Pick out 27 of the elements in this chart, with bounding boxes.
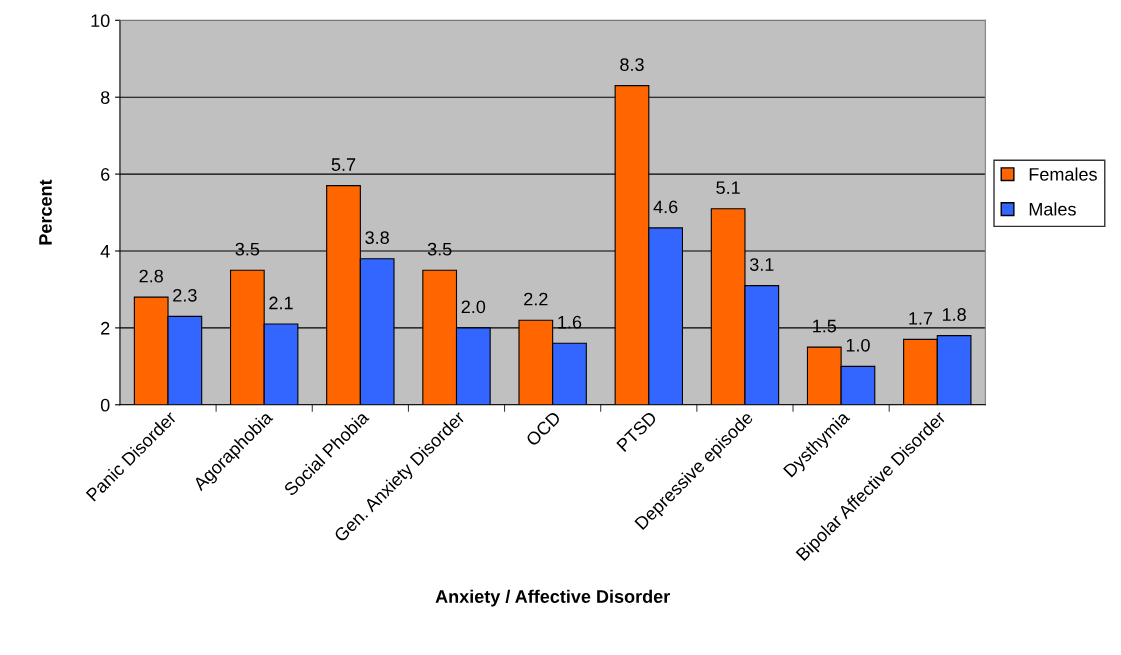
- data-label: 3.5: [427, 242, 452, 256]
- data-label: 5.7: [331, 158, 356, 171]
- y-tick-label: 4: [100, 245, 110, 258]
- y-tick-label: 10: [91, 14, 110, 28]
- data-label: 2.2: [524, 292, 548, 306]
- data-label: 4.6: [653, 200, 678, 214]
- y-tick-label: 2: [101, 321, 110, 335]
- legend-label: Females: [1029, 167, 1097, 181]
- y-tick-label: 6: [101, 168, 110, 181]
- legend-label: Males: [1029, 202, 1076, 216]
- data-label: 3.1: [749, 258, 774, 271]
- data-label: 5.1: [716, 181, 740, 195]
- data-label: 1.8: [942, 308, 966, 321]
- data-label: 2.3: [173, 288, 197, 302]
- data-label: 1.0: [846, 338, 870, 352]
- data-label: 1.6: [558, 315, 582, 329]
- data-label: 8.3: [620, 58, 644, 71]
- y-tick-label: 8: [100, 91, 110, 104]
- data-label: 2.0: [461, 300, 486, 314]
- data-label: 3.5: [235, 242, 260, 256]
- y-tick-label: 0: [100, 398, 110, 412]
- data-label: 1.7: [909, 312, 933, 325]
- x-axis-title: Anxiety / Affective Disorder: [435, 589, 670, 607]
- data-label: 2.8: [139, 269, 163, 283]
- data-label: 3.8: [365, 231, 389, 245]
- data-label: 2.1: [269, 296, 293, 310]
- y-axis-title: Percent: [39, 179, 52, 245]
